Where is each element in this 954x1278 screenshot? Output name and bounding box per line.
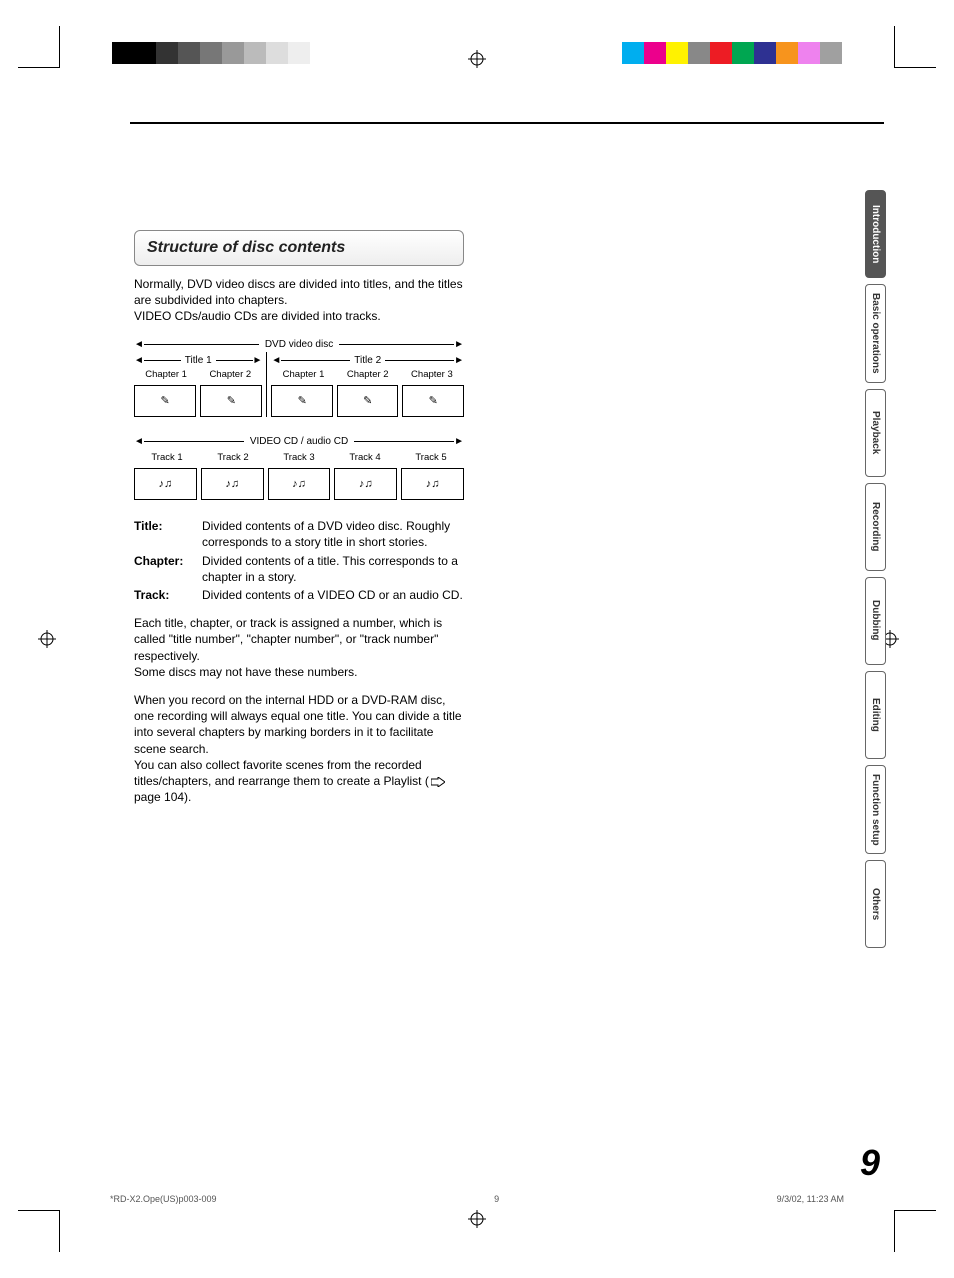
print-footer: *RD-X2.Ope(US)p003-009 9 9/3/02, 11:23 A… (110, 1194, 844, 1204)
cd-label: VIDEO CD / audio CD (244, 435, 354, 449)
section-tab-recording[interactable]: Recording (865, 483, 886, 571)
dvd-label: DVD video disc (259, 338, 339, 352)
content-box: ♪♫ (201, 468, 264, 500)
section-tab-function-setup[interactable]: Function setup (865, 765, 886, 855)
swatch (622, 42, 644, 64)
content-box: ✎ (402, 385, 464, 417)
intro-text: Normally, DVD video discs are divided in… (134, 276, 464, 308)
swatch (134, 42, 156, 64)
swatch (112, 42, 134, 64)
swatch (156, 42, 178, 64)
definitions-list: Title:Divided contents of a DVD video di… (134, 518, 464, 603)
body-paragraph: You can also collect favorite scenes fro… (134, 757, 464, 806)
arrow-right-icon: ► (454, 340, 464, 350)
content-box: ✎ (337, 385, 399, 417)
swatch (200, 42, 222, 64)
arrow-left-icon: ◄ (134, 437, 144, 447)
swatch (688, 42, 710, 64)
content-box: ✎ (200, 385, 262, 417)
definition-term: Chapter: (134, 553, 202, 585)
section-tabs: Introduction Basic operations Playback Reco… (865, 190, 886, 948)
definition-row: Chapter:Divided contents of a title. Thi… (134, 553, 464, 585)
swatch (266, 42, 288, 64)
arrow-left-icon: ◄ (134, 340, 144, 350)
arrow-left-icon: ◄ (271, 354, 281, 368)
body-paragraph: Some discs may not have these numbers. (134, 664, 464, 680)
page-ref: page 104). (134, 790, 191, 804)
footer-filename: *RD-X2.Ope(US)p003-009 (110, 1194, 217, 1204)
section-tab-editing[interactable]: Editing (865, 671, 886, 759)
chapter-label: Chapter 2 (336, 369, 400, 382)
definition-desc: Divided contents of a DVD video disc. Ro… (202, 518, 464, 550)
swatch (776, 42, 798, 64)
section-tab-others[interactable]: Others (865, 860, 886, 948)
swatch (754, 42, 776, 64)
arrow-right-icon: ► (253, 354, 263, 368)
chapter-label: Chapter 1 (271, 369, 335, 382)
body-paragraph: Each title, chapter, or track is assigne… (134, 615, 464, 664)
grayscale-calibration-strip (112, 42, 332, 64)
section-heading: Structure of disc contents (147, 237, 451, 259)
section-tab-dubbing[interactable]: Dubbing (865, 577, 886, 665)
crop-mark-br (894, 1210, 936, 1252)
header-rule (130, 122, 884, 124)
arrow-right-icon: ► (454, 437, 464, 447)
chapter-label: Chapter 3 (400, 369, 464, 382)
content-box: ♪♫ (334, 468, 397, 500)
content-box: ♪♫ (268, 468, 331, 500)
arrow-right-icon: ► (454, 354, 464, 368)
section-tab-basic-operations[interactable]: Basic operations (865, 284, 886, 383)
chapter-label: Chapter 1 (134, 369, 198, 382)
section-heading-box: Structure of disc contents (134, 230, 464, 266)
definition-row: Title:Divided contents of a DVD video di… (134, 518, 464, 550)
definition-term: Title: (134, 518, 202, 550)
definition-desc: Divided contents of a VIDEO CD or an aud… (202, 587, 464, 603)
registration-mark-icon (468, 1210, 486, 1228)
swatch (710, 42, 732, 64)
swatch (178, 42, 200, 64)
definition-term: Track: (134, 587, 202, 603)
playlist-text: You can also collect favorite scenes fro… (134, 758, 429, 788)
swatch (310, 42, 332, 64)
registration-mark-icon (38, 630, 56, 648)
page-ref-arrow-icon (431, 777, 445, 787)
swatch (666, 42, 688, 64)
swatch (644, 42, 666, 64)
page-number: 9 (860, 1142, 880, 1184)
content-box: ♪♫ (134, 468, 197, 500)
chapter-label: Track 1 (134, 452, 200, 465)
color-calibration-strip (622, 42, 842, 64)
swatch (288, 42, 310, 64)
dvd-structure-diagram: ◄ DVD video disc ► ◄ Title 1 ► Chapter 1… (134, 338, 464, 417)
section-tab-playback[interactable]: Playback (865, 389, 886, 477)
content-box: ✎ (271, 385, 333, 417)
arrow-left-icon: ◄ (134, 354, 144, 368)
content-box: ♪♫ (401, 468, 464, 500)
footer-page: 9 (494, 1194, 499, 1204)
swatch (798, 42, 820, 64)
definition-row: Track:Divided contents of a VIDEO CD or … (134, 587, 464, 603)
chapter-label: Track 2 (200, 452, 266, 465)
title2-label: Title 2 (350, 354, 385, 368)
intro-text-2: VIDEO CDs/audio CDs are divided into tra… (134, 308, 464, 324)
swatch (222, 42, 244, 64)
title1-label: Title 1 (181, 354, 216, 368)
swatch (244, 42, 266, 64)
swatch (820, 42, 842, 64)
section-tab-introduction[interactable]: Introduction (865, 190, 886, 278)
footer-timestamp: 9/3/02, 11:23 AM (777, 1194, 844, 1204)
body-paragraph: When you record on the internal HDD or a… (134, 692, 464, 757)
cd-structure-diagram: ◄ VIDEO CD / audio CD ► Track 1Track 2Tr… (134, 435, 464, 500)
chapter-label: Track 4 (332, 452, 398, 465)
main-content: Structure of disc contents Normally, DVD… (134, 230, 464, 805)
content-box: ✎ (134, 385, 196, 417)
chapter-label: Track 3 (266, 452, 332, 465)
chapter-label: Track 5 (398, 452, 464, 465)
swatch (732, 42, 754, 64)
crop-mark-bl (18, 1210, 60, 1252)
chapter-label: Chapter 2 (198, 369, 262, 382)
definition-desc: Divided contents of a title. This corres… (202, 553, 464, 585)
